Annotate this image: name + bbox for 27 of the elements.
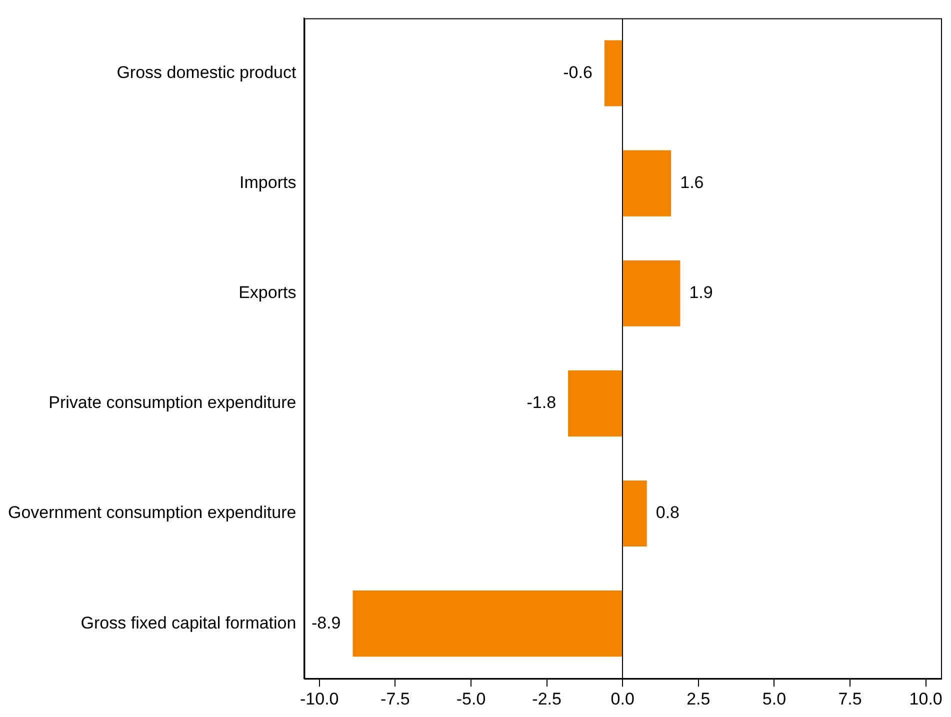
- bar: [623, 150, 672, 216]
- bar: [568, 370, 622, 436]
- data-label: 0.8: [656, 503, 680, 522]
- bar: [623, 260, 680, 326]
- x-tick-label: 0.0: [610, 689, 634, 708]
- y-tick-label: Gross domestic product: [116, 62, 296, 82]
- y-tick-label: Gross fixed capital formation: [80, 613, 296, 632]
- bar: [604, 40, 622, 106]
- x-tick-label: -2.5: [532, 689, 562, 708]
- data-label: -1.8: [526, 393, 556, 412]
- x-tick-label: -5.0: [456, 689, 486, 708]
- data-label: 1.9: [689, 283, 713, 302]
- x-tick-label: 10.0: [909, 689, 942, 708]
- y-tick-label: Private consumption expenditure: [48, 393, 296, 412]
- bar: [623, 480, 647, 547]
- y-tick-label: Imports: [240, 172, 296, 192]
- data-label: -8.9: [311, 613, 341, 632]
- data-label: -0.6: [563, 62, 592, 82]
- y-tick-label: Exports: [238, 283, 296, 302]
- x-tick-label: 7.5: [838, 689, 862, 708]
- x-tick-label: 2.5: [686, 689, 710, 708]
- x-tick-label: -7.5: [380, 689, 410, 708]
- data-label: 1.6: [680, 172, 704, 192]
- y-tick-label: Government consumption expenditure: [8, 503, 296, 522]
- x-tick-label: -10.0: [300, 689, 339, 708]
- x-tick-label: 5.0: [762, 689, 786, 708]
- bar: [352, 590, 622, 657]
